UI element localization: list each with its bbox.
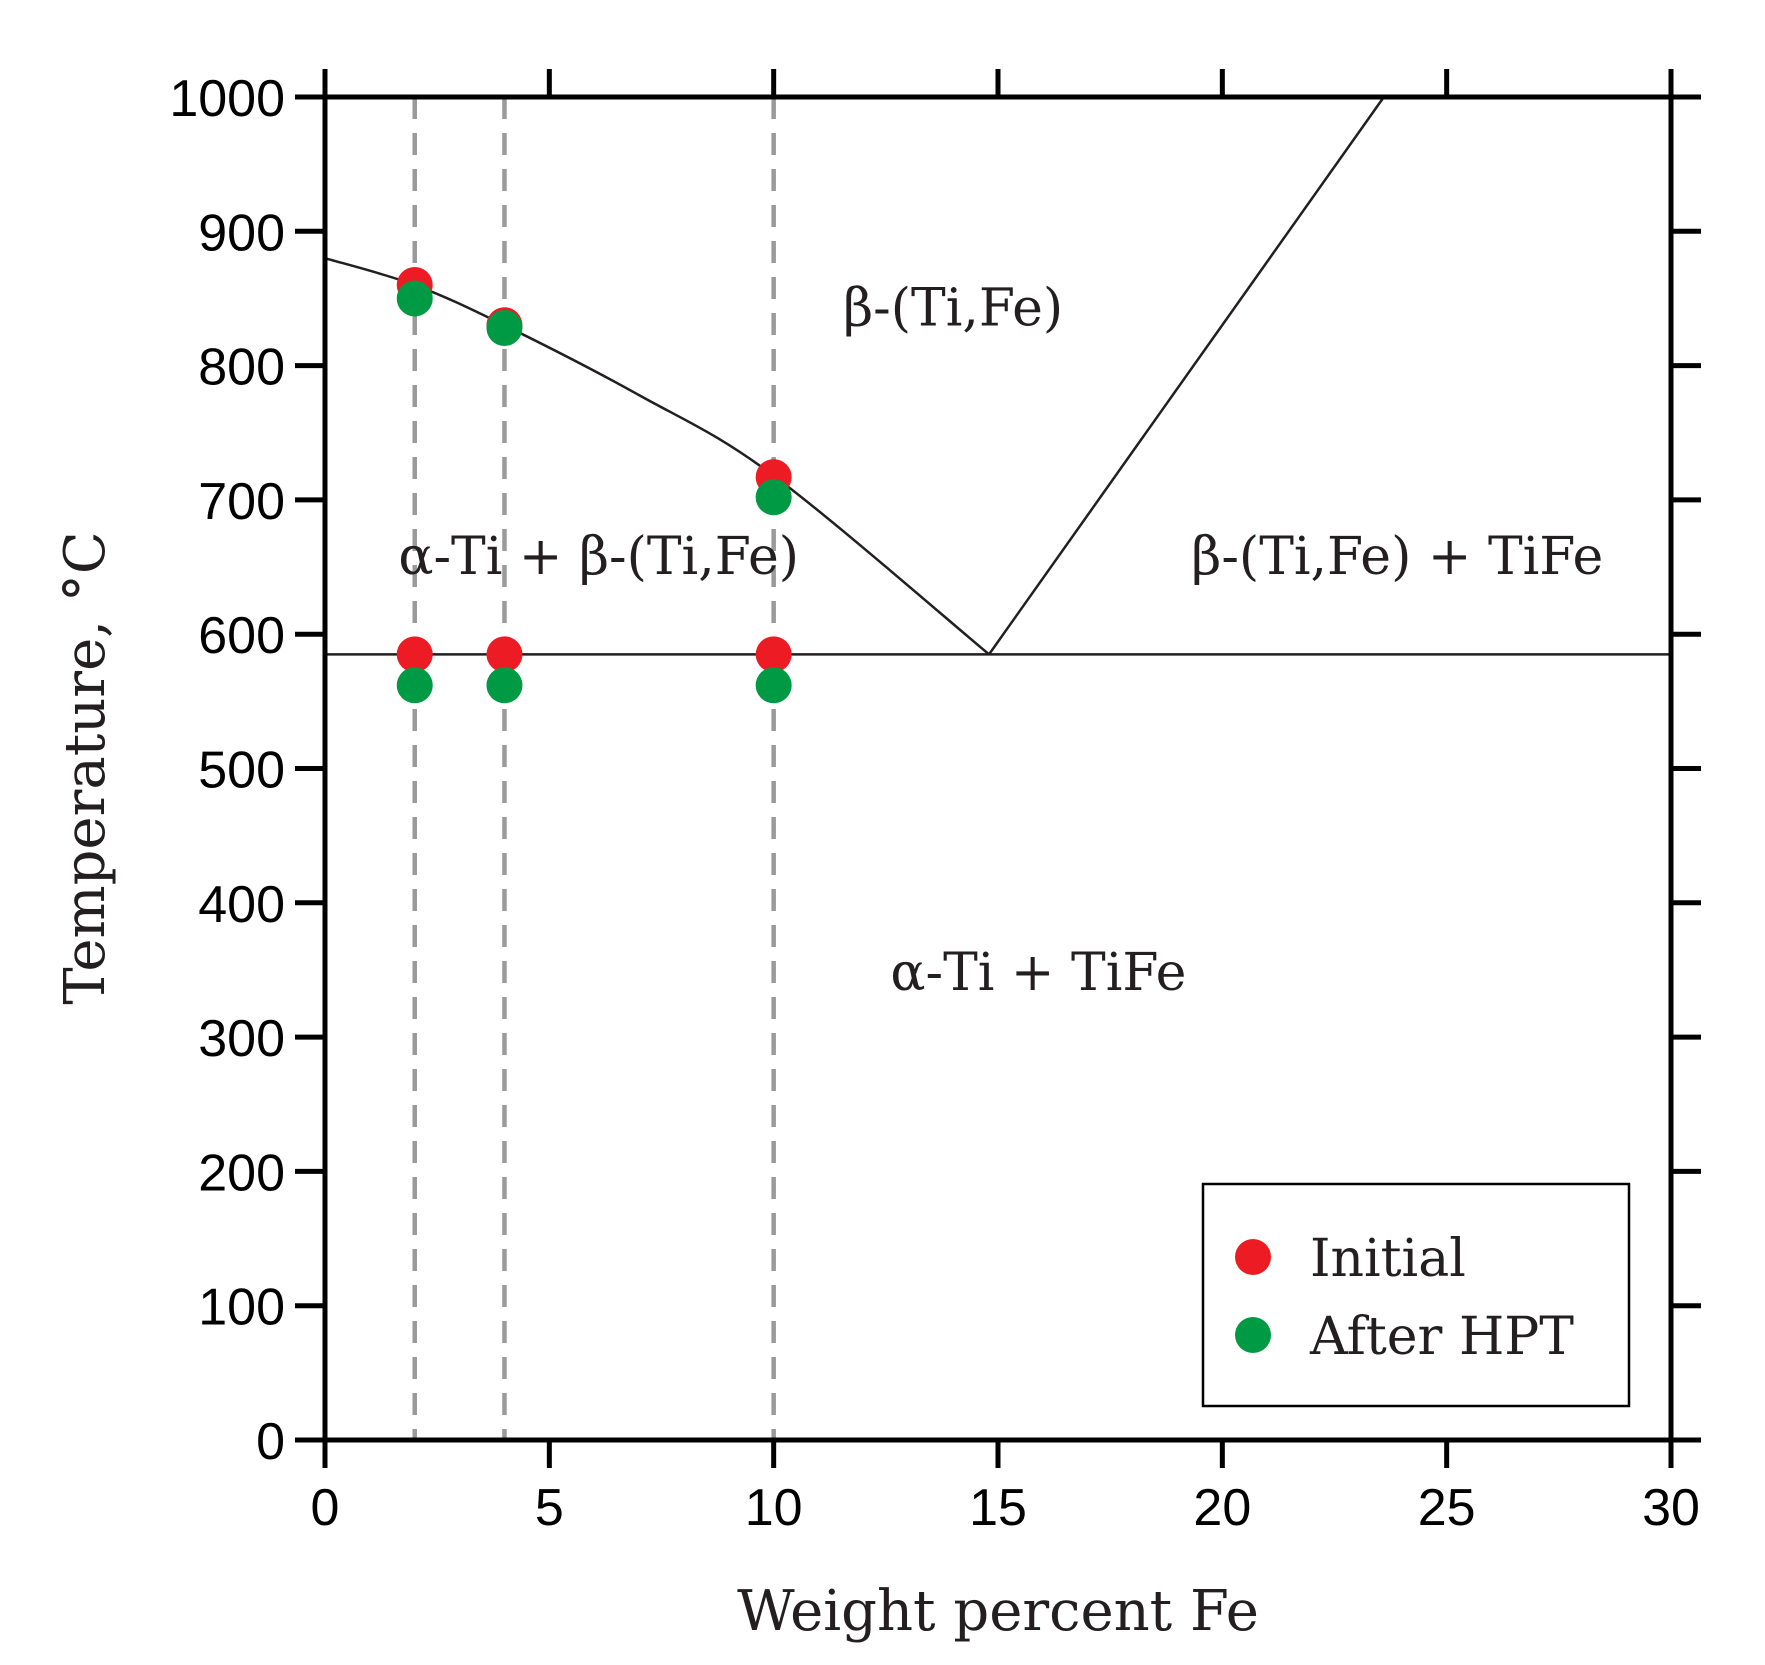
x-tick-label: 10 [745, 1479, 803, 1537]
after-hpt-point [396, 667, 433, 704]
y-tick-label: 300 [198, 1010, 285, 1068]
x-axis-title: Weight percent Fe [737, 1579, 1259, 1644]
x-tick-label: 5 [535, 1479, 564, 1537]
after-hpt-point [396, 280, 433, 317]
after-hpt-point [755, 667, 792, 704]
region-label: α-Ti + TiFe [890, 943, 1186, 1003]
legend-box [1201, 1182, 1631, 1408]
after-hpt-point [755, 479, 792, 516]
y-tick-label: 400 [198, 876, 285, 934]
legend-marker-after-hpt [1235, 1317, 1271, 1353]
region-labels: β-(Ti,Fe) α-Ti + β-(Ti,Fe) β-(Ti,Fe) + TiF… [398, 278, 1603, 1003]
x-tick-label: 20 [1193, 1479, 1251, 1537]
x-tick-label: 0 [311, 1479, 340, 1537]
y-tick-label: 700 [198, 473, 285, 531]
region-label: β-(Ti,Fe) [843, 278, 1063, 338]
legend: Initial After HPT [1201, 1182, 1631, 1408]
y-tick-label: 900 [198, 204, 285, 262]
y-tick-label: 500 [198, 742, 285, 800]
y-tick-label: 100 [198, 1279, 285, 1337]
region-label: α-Ti + β-(Ti,Fe) [398, 527, 799, 587]
legend-label-initial: Initial [1310, 1229, 1466, 1289]
legend-label-after-hpt: After HPT [1309, 1307, 1574, 1367]
legend-marker-initial [1235, 1239, 1271, 1275]
initial-point [396, 636, 433, 673]
region-label: β-(Ti,Fe) + TiFe [1191, 527, 1603, 587]
y-tick-label: 1000 [169, 70, 285, 128]
x-tick-labels: 0 5 10 15 20 25 30 [311, 1479, 1700, 1537]
data-points [396, 267, 792, 704]
y-axis-title: Temperature, °C [53, 531, 118, 1004]
x-tick-label: 25 [1418, 1479, 1476, 1537]
after-hpt-point [486, 309, 523, 346]
composition-lines [412, 97, 776, 1440]
initial-point [755, 636, 792, 673]
after-hpt-point [486, 667, 523, 704]
plot-frame [322, 94, 1674, 1443]
y-tick-label: 800 [198, 339, 285, 397]
initial-point [486, 636, 523, 673]
x-tick-label: 30 [1642, 1479, 1700, 1537]
axis-ticks [295, 69, 1701, 1468]
y-tick-label: 0 [256, 1413, 285, 1471]
tife-solvus-line [988, 96, 1385, 656]
y-tick-label: 600 [198, 607, 285, 665]
y-tick-label: 200 [198, 1144, 285, 1202]
x-tick-label: 15 [969, 1479, 1027, 1537]
y-tick-labels: 0 100 200 300 400 500 600 700 800 900 1000 [169, 70, 285, 1471]
